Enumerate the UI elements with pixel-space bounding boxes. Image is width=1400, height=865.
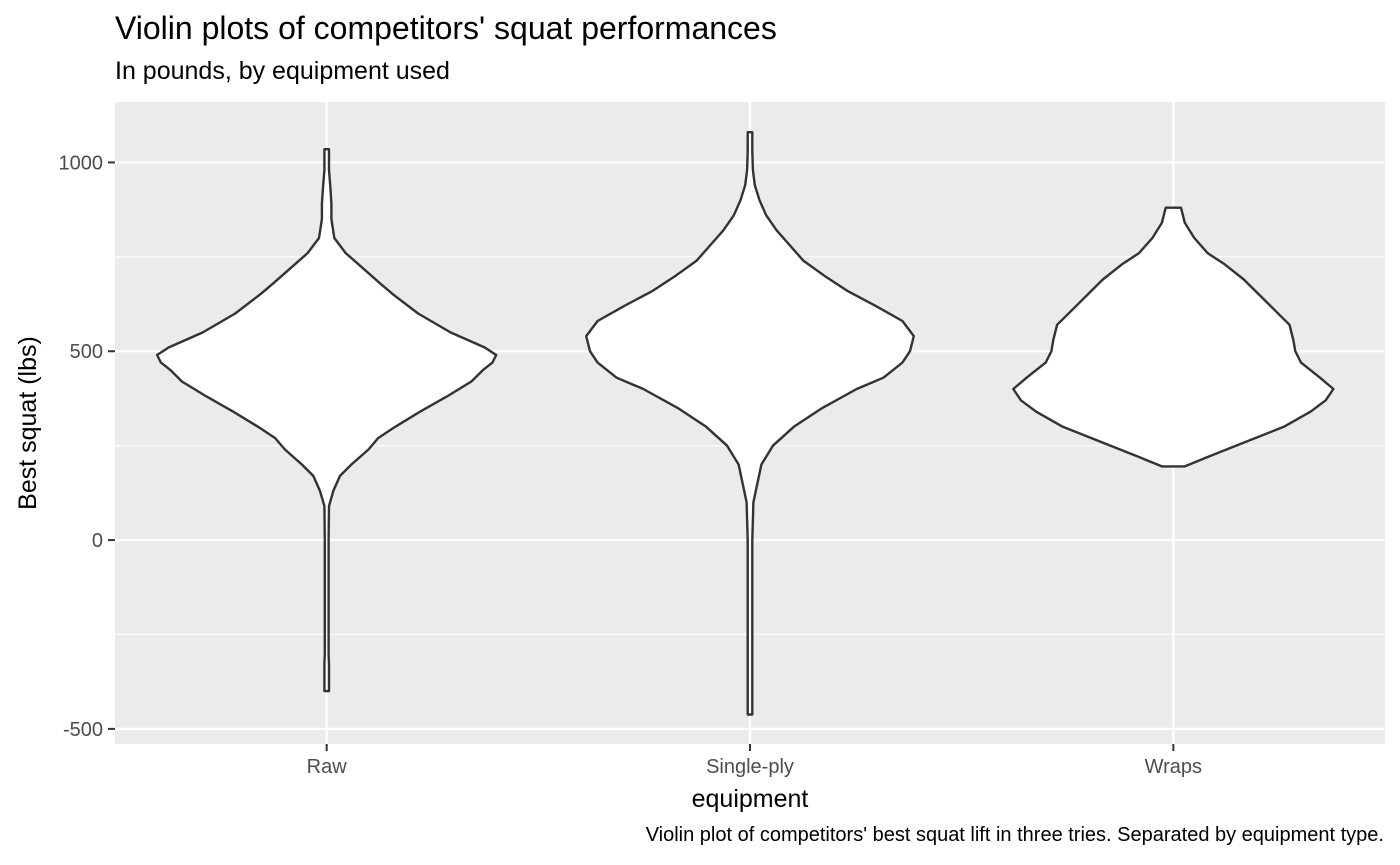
y-axis: -500 0 500 1000 (59, 152, 115, 741)
y-axis-title: Best squat (lbs) (14, 336, 42, 510)
chart-title: Violin plots of competitors' squat perfo… (115, 10, 777, 46)
violin-single-ply (585, 131, 915, 716)
violin-wraps (1012, 206, 1335, 468)
chart-subtitle: In pounds, by equipment used (115, 57, 450, 85)
x-tick-label: Wraps (1145, 756, 1202, 778)
y-tick-label: 1000 (59, 152, 104, 174)
x-tick-label: Single-ply (706, 756, 794, 778)
x-tick-label: Raw (307, 756, 348, 778)
y-tick-label: 0 (92, 530, 103, 552)
chart-caption: Violin plot of competitors' best squat l… (645, 824, 1384, 846)
y-tick-label: 500 (70, 341, 103, 363)
x-axis-title: equipment (692, 785, 809, 813)
violin-raw (155, 148, 498, 693)
x-axis: Raw Single-ply Wraps (307, 744, 1202, 778)
y-tick-label: -500 (63, 719, 103, 741)
violin-layer (155, 131, 1335, 716)
